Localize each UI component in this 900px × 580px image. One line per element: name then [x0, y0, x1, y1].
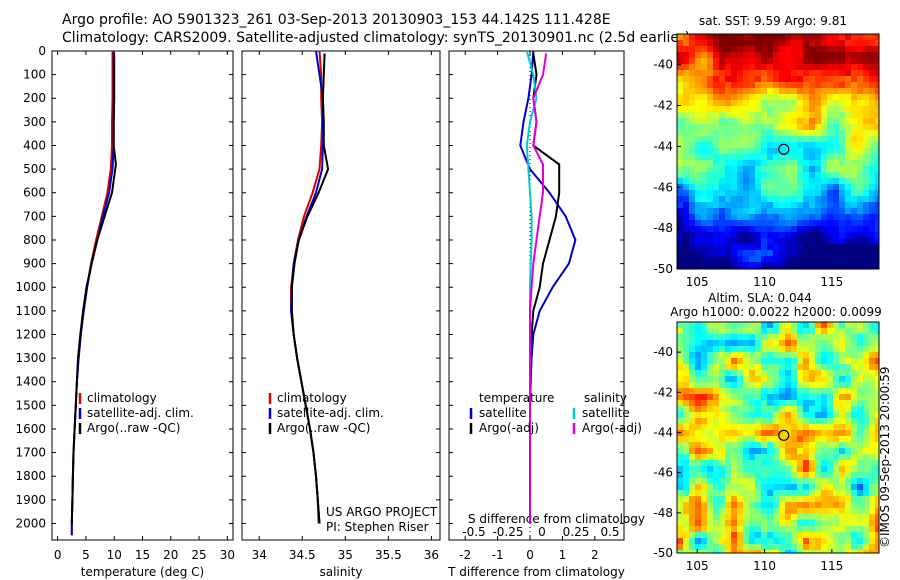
depth-tick-label: 1500 — [15, 398, 46, 412]
figure-title-line1: Argo profile: AO 5901323_261 03-Sep-2013… — [62, 12, 611, 28]
sla_map-lat-tick-label: -50 — [653, 546, 673, 560]
difference-xtick-label: 2 — [591, 548, 599, 562]
depth-tick-label: 1100 — [15, 304, 46, 318]
depth-tick-label: 600 — [23, 186, 46, 200]
temperature-xlabel: temperature (deg C) — [81, 565, 204, 579]
sla_map-lon-tick-label: 115 — [820, 559, 843, 573]
sst_map-lat-tick-label: -44 — [653, 139, 673, 153]
sst_map-lat-tick-label: -46 — [653, 180, 673, 194]
salinity-xtick-label: 36 — [424, 548, 439, 562]
depth-tick-label: 1700 — [15, 446, 46, 460]
temperature-legend-label: Argo(-adj) — [479, 421, 539, 435]
sla-map-title: Altim. SLA: 0.044 — [708, 291, 812, 305]
salinity-diff-tick-label: 0 — [538, 525, 546, 539]
salinity-legend-label: satellite — [582, 406, 630, 420]
salinity-xlabel: salinity — [319, 565, 362, 579]
temperature-xtick-label: 15 — [135, 548, 150, 562]
temperature-xtick-label: 10 — [107, 548, 122, 562]
sla_map-frame — [676, 321, 880, 554]
sla_map-lon-tick-label: 110 — [753, 559, 776, 573]
salinity-legend-label: satellite-adj. clim. — [277, 406, 384, 420]
sla_map-lon-tick-label: 105 — [686, 559, 709, 573]
sst-map-title: sat. SST: 9.59 Argo: 9.81 — [699, 14, 847, 28]
depth-tick-label: 1900 — [15, 493, 46, 507]
temperature-xtick-label: 5 — [82, 548, 90, 562]
sst_map-lat-tick-label: -42 — [653, 99, 673, 113]
salinity-xtick-label: 35.5 — [375, 548, 402, 562]
sla_map-lat-tick-label: -44 — [653, 425, 673, 439]
depth-tick-label: 100 — [23, 68, 46, 82]
salinity-diff-tick-label: 0.25 — [563, 525, 590, 539]
salinity-diff-axis-label: S difference from climatology — [468, 512, 645, 526]
salinity-xtick-label: 35 — [338, 548, 353, 562]
depth-tick-label: 1400 — [15, 375, 46, 389]
temperature-legend-heading: temperature — [479, 391, 554, 405]
temperature-series-argo-raw-qc- — [70, 53, 117, 524]
depth-tick-label: 300 — [23, 115, 46, 129]
argo-location-marker — [778, 143, 790, 155]
depth-tick-label: 2000 — [15, 516, 46, 530]
salinity-diff-tick-label: -0.5 — [462, 525, 485, 539]
depth-tick-label: 500 — [23, 162, 46, 176]
salinity-legend-label: Argo(..raw -QC) — [277, 421, 370, 435]
salinity-xtick-label: 34 — [252, 548, 267, 562]
sst_map-lon-tick-label: 105 — [686, 275, 709, 289]
depth-tick-label: 1200 — [15, 327, 46, 341]
temperature-legend-label: climatology — [87, 391, 157, 405]
temperature-plot-frame — [51, 50, 234, 541]
sla_map-lat-tick-label: -40 — [653, 345, 673, 359]
sst_map-frame — [676, 33, 880, 270]
temperature-xtick-label: 20 — [163, 548, 178, 562]
depth-tick-label: 0 — [38, 44, 46, 58]
salinity-legend-label: climatology — [277, 391, 347, 405]
depth-tick-label: 400 — [23, 138, 46, 152]
figure-title-line2: Climatology: CARS2009. Satellite-adjuste… — [62, 30, 691, 46]
temperature-legend-label: satellite-adj. clim. — [87, 406, 194, 420]
salinity-legend-label: Argo(-adj) — [582, 421, 642, 435]
temperature-xtick-label: 30 — [220, 548, 235, 562]
project-annotation: US ARGO PROJECT — [326, 505, 438, 519]
depth-tick-label: 1600 — [15, 422, 46, 436]
difference-xtick-label: -2 — [459, 548, 471, 562]
imos-stamp: ©IMOS 09-Sep-2013 20:00:59 — [878, 366, 892, 548]
sla_map-lat-tick-label: -46 — [653, 466, 673, 480]
difference-xlabel: T difference from climatology — [447, 565, 625, 579]
temperature-legend-label: satellite — [479, 406, 527, 420]
difference-xtick-label: -1 — [492, 548, 504, 562]
sst_map-lat-tick-label: -50 — [653, 262, 673, 276]
salinity-legend-heading: salinity — [584, 391, 627, 405]
argo-location-marker — [778, 429, 790, 441]
depth-tick-label: 1800 — [15, 469, 46, 483]
difference-xtick-label: 1 — [559, 548, 567, 562]
sla_map-lat-tick-label: -48 — [653, 506, 673, 520]
salinity-series-argo-raw-qc- — [290, 53, 330, 524]
sla_map-heatmap-cells — [677, 322, 879, 553]
depth-tick-label: 1300 — [15, 351, 46, 365]
temperature-legend-label: Argo(..raw -QC) — [87, 421, 180, 435]
difference-series-salinity-argo-adj- — [529, 53, 548, 524]
salinity-plot-frame — [241, 50, 441, 541]
sst_map-lat-tick-label: -40 — [653, 58, 673, 72]
sst_map-lat-tick-label: -48 — [653, 221, 673, 235]
depth-tick-label: 1000 — [15, 280, 46, 294]
sst_map-heatmap-cells — [677, 34, 879, 269]
sla-map-subtitle: Argo h1000: 0.0022 h2000: 0.0099 — [670, 305, 882, 319]
temperature-xtick-label: 0 — [54, 548, 62, 562]
depth-tick-label: 800 — [23, 233, 46, 247]
temperature-xtick-label: 25 — [191, 548, 206, 562]
sst_map-lon-tick-label: 110 — [753, 275, 776, 289]
salinity-xtick-label: 34.5 — [289, 548, 316, 562]
sst_map-lon-tick-label: 115 — [820, 275, 843, 289]
salinity-diff-tick-label: -0.25 — [492, 525, 523, 539]
depth-tick-label: 900 — [23, 257, 46, 271]
depth-tick-label: 700 — [23, 209, 46, 223]
sla_map-lat-tick-label: -42 — [653, 385, 673, 399]
depth-tick-label: 200 — [23, 91, 46, 105]
project-annotation: PI: Stephen Riser — [326, 520, 429, 534]
difference-xtick-label: 0 — [526, 548, 534, 562]
salinity-diff-tick-label: 0.5 — [600, 525, 619, 539]
